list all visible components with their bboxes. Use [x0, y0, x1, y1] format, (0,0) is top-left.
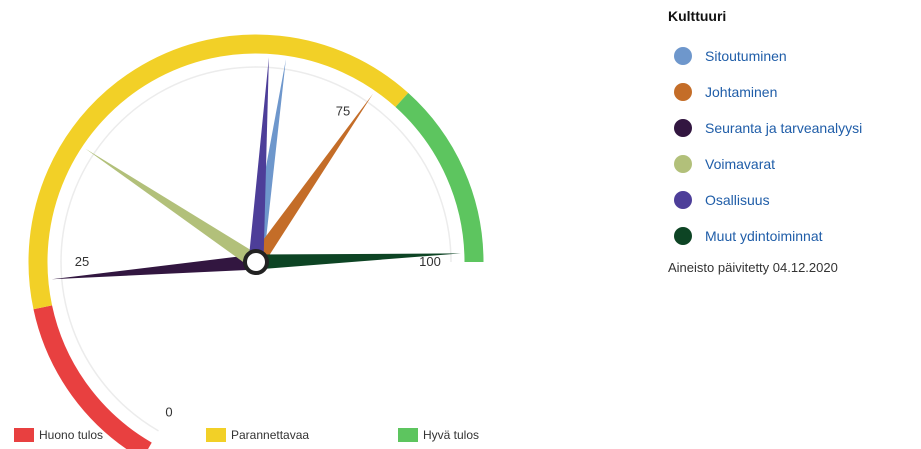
updated-note: Aineisto päivitetty 04.12.2020: [668, 260, 838, 275]
needle-4: [248, 57, 269, 263]
legend-item-0[interactable]: Sitoutuminen: [668, 38, 921, 74]
gauge-ticks: 0 25 75 100: [75, 103, 441, 419]
legend-label[interactable]: Osallisuus: [705, 192, 770, 208]
gauge-chart: 0 25 75 100: [28, 34, 484, 449]
legend-dot-icon: [674, 227, 692, 245]
gauge-needles: [51, 57, 461, 280]
needle-1: [249, 93, 373, 267]
band-arc-1: [28, 34, 409, 310]
legend-dot-icon: [674, 83, 692, 101]
gauge-inner-ring: [60, 66, 452, 432]
legend-label[interactable]: Seuranta ja tarveanalyysi: [705, 120, 863, 136]
legend-item-3[interactable]: Voimavarat: [668, 146, 921, 182]
legend-item-4[interactable]: Osallisuus: [668, 182, 921, 218]
band-label: Hyvä tulos: [423, 428, 480, 442]
band-legend-item-2: Hyvä tulos: [398, 428, 479, 442]
legend-label[interactable]: Sitoutuminen: [705, 48, 787, 64]
needle-2: [51, 254, 257, 280]
band-arc-2: [395, 92, 484, 263]
tick-label-75: 75: [336, 103, 350, 118]
legend-label[interactable]: Johtaminen: [705, 84, 778, 100]
series-legend: Kulttuuri Sitoutuminen Johtaminen Seuranta…: [668, 8, 921, 275]
legend-item-2[interactable]: Seuranta ja tarveanalyysi: [668, 110, 921, 146]
band-arc-0: [33, 305, 152, 449]
legend-list: Sitoutuminen Johtaminen Seuranta ja tarvea…: [668, 38, 921, 254]
legend-item-1[interactable]: Johtaminen: [668, 74, 921, 110]
needle-5: [255, 253, 461, 270]
legend-dot-icon: [674, 191, 692, 209]
band-swatch: [206, 428, 226, 442]
band-label: Huono tulos: [39, 428, 104, 442]
band-swatch: [14, 428, 34, 442]
legend-label[interactable]: Voimavarat: [705, 156, 776, 172]
gauge-bands: [28, 34, 484, 449]
gauge-hub: [243, 249, 269, 275]
legend-title: Kulttuuri: [668, 8, 727, 24]
tick-label-0: 0: [165, 405, 172, 420]
band-label: Parannettavaa: [231, 428, 310, 442]
band-legend: Huono tulos Parannettavaa Hyvä tulos: [14, 428, 594, 448]
tick-label-25: 25: [75, 254, 89, 269]
legend-dot-icon: [674, 47, 692, 65]
band-legend-item-1: Parannettavaa: [206, 428, 309, 442]
band-swatch: [398, 428, 418, 442]
needle-3: [85, 148, 261, 269]
legend-dot-icon: [674, 119, 692, 137]
tick-label-100: 100: [419, 254, 441, 269]
legend-item-5[interactable]: Muut ydintoiminnat: [668, 218, 921, 254]
legend-dot-icon: [674, 155, 692, 173]
band-legend-item-0: Huono tulos: [14, 428, 103, 442]
legend-label[interactable]: Muut ydintoiminnat: [705, 228, 823, 244]
